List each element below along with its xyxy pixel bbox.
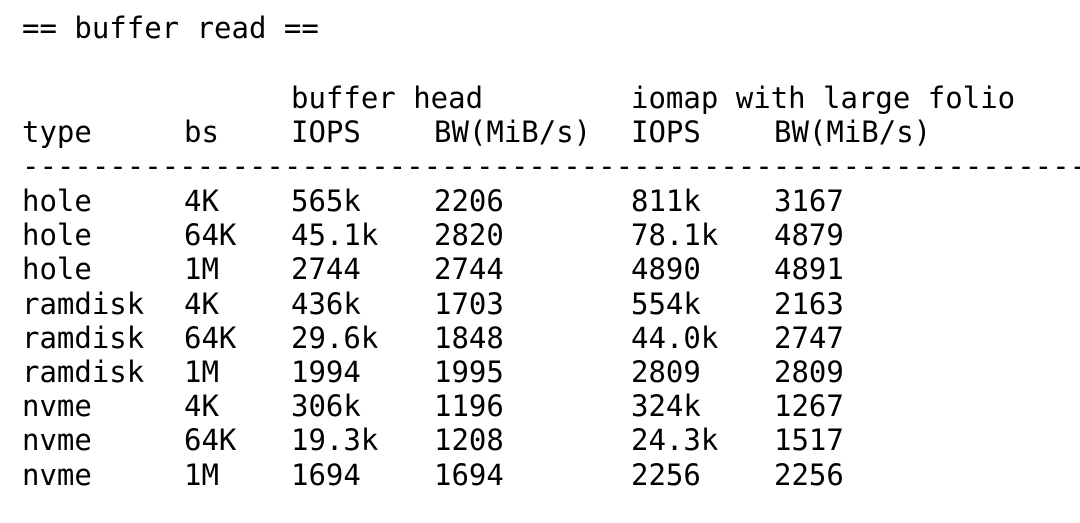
cell-iops-buffer-head: 2744 <box>291 252 361 287</box>
cell-iops-buffer-head: 1994 <box>291 355 361 389</box>
table-row: ramdisk 1M 1994 1995 2809 2809 <box>0 355 1080 389</box>
table-row: nvme 1M 1694 1694 2256 2256 <box>0 458 1080 492</box>
cell-bs: 64K <box>184 320 237 355</box>
table-row: nvme 4K 306k 1196 324k 1267 <box>0 389 1080 423</box>
group-header-iomap: iomap with large folio <box>631 81 1016 115</box>
cell-bs: 1M <box>184 355 219 389</box>
cell-type: hole <box>22 184 92 218</box>
table-row: nvme 64K 19.3k 1208 24.3k 1517 <box>0 423 1080 457</box>
cell-bw-buffer-head: 1694 <box>434 457 504 492</box>
page-title: == buffer read == <box>22 11 319 45</box>
cell-iops-iomap: 2256 <box>631 457 701 492</box>
cell-iops-buffer-head: 45.1k <box>291 218 379 253</box>
cell-bw-iomap: 3167 <box>774 184 844 218</box>
cell-iops-buffer-head: 565k <box>291 184 361 218</box>
cell-bw-iomap: 2256 <box>774 457 844 492</box>
cell-bw-iomap: 2163 <box>774 286 844 321</box>
table-row: hole 4K 565k 2206 811k 3167 <box>0 184 1080 218</box>
cell-bw-iomap: 1517 <box>774 423 844 458</box>
cell-iops-buffer-head: 436k <box>291 286 361 321</box>
cell-type: hole <box>22 218 92 253</box>
cell-bw-iomap: 4891 <box>774 252 844 287</box>
column-header-bs: bs <box>184 115 219 149</box>
cell-iops-buffer-head: 306k <box>291 389 361 424</box>
cell-bw-buffer-head: 2206 <box>434 184 504 218</box>
separator-line: ----------------------------------------… <box>22 149 1080 183</box>
cell-bs: 1M <box>184 252 219 287</box>
cell-bs: 4K <box>184 286 219 321</box>
cell-type: nvme <box>22 423 92 458</box>
cell-bw-buffer-head: 1848 <box>434 320 504 355</box>
cell-bw-iomap: 2809 <box>774 355 844 389</box>
cell-type: hole <box>22 252 92 287</box>
cell-iops-iomap: 78.1k <box>631 218 719 253</box>
cell-bw-buffer-head: 1703 <box>434 286 504 321</box>
cell-iops-iomap: 44.0k <box>631 320 719 355</box>
column-header-type: type <box>22 115 92 149</box>
cell-bw-buffer-head: 1208 <box>434 423 504 458</box>
column-header-iops-iomap: IOPS <box>631 115 701 149</box>
cell-type: ramdisk <box>22 355 145 389</box>
cell-bw-buffer-head: 1196 <box>434 389 504 424</box>
column-header-bw-iomap: BW(MiB/s) <box>774 115 932 149</box>
cell-bw-iomap: 4879 <box>774 218 844 253</box>
cell-bw-buffer-head: 1995 <box>434 355 504 389</box>
cell-bw-iomap: 1267 <box>774 389 844 424</box>
column-header-bw-buffer-head: BW(MiB/s) <box>434 115 592 149</box>
cell-iops-buffer-head: 1694 <box>291 457 361 492</box>
cell-bw-buffer-head: 2820 <box>434 218 504 253</box>
cell-iops-buffer-head: 29.6k <box>291 320 379 355</box>
cell-iops-buffer-head: 19.3k <box>291 423 379 458</box>
table-row: hole 64K 45.1k 2820 78.1k 4879 <box>0 218 1080 252</box>
cell-bw-iomap: 2747 <box>774 320 844 355</box>
group-header-buffer-head: buffer head <box>291 81 484 115</box>
cell-bs: 64K <box>184 423 237 458</box>
cell-bs: 1M <box>184 457 219 492</box>
cell-iops-iomap: 811k <box>631 184 701 218</box>
column-header-iops-buffer-head: IOPS <box>291 115 361 149</box>
cell-iops-iomap: 324k <box>631 389 701 424</box>
cell-bs: 4K <box>184 389 219 424</box>
cell-type: ramdisk <box>22 286 145 321</box>
cell-bw-buffer-head: 2744 <box>434 252 504 287</box>
cell-iops-iomap: 4890 <box>631 252 701 287</box>
cell-iops-iomap: 2809 <box>631 355 701 389</box>
cell-type: ramdisk <box>22 320 145 355</box>
cell-type: nvme <box>22 457 92 492</box>
cell-type: nvme <box>22 389 92 424</box>
table-row: ramdisk 64K 29.6k 1848 44.0k 2747 <box>0 321 1080 355</box>
cell-bs: 4K <box>184 184 219 218</box>
table-row: hole 1M 2744 2744 4890 4891 <box>0 252 1080 286</box>
cell-iops-iomap: 24.3k <box>631 423 719 458</box>
table-row: ramdisk 4K 436k 1703 554k 2163 <box>0 287 1080 321</box>
cell-bs: 64K <box>184 218 237 253</box>
cell-iops-iomap: 554k <box>631 286 701 321</box>
